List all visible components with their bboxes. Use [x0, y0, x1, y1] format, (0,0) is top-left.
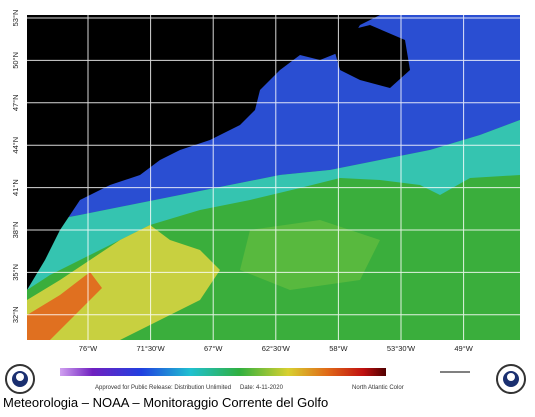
date: Date: 4-11-2020: [240, 385, 284, 391]
map: [27, 15, 520, 340]
lon-label: 76°W: [79, 344, 98, 353]
product: North Atlantic Color: [352, 385, 404, 391]
coordinates: 53°N 50°N 47°N 44°N 41°N 38°N 35°N 32°N 76°W 71°3…: [11, 10, 474, 353]
lon-label: 67°W: [204, 344, 223, 353]
lat-label: 44°N: [11, 137, 20, 154]
island: [200, 92, 245, 112]
caption: Meteorologia – NOAA – Monitoraggio Corre…: [3, 395, 328, 410]
lon-label: 49°W: [454, 344, 473, 353]
release-note: Approved for Public Release: Distributio…: [95, 385, 231, 391]
island: [330, 25, 410, 88]
lat-label: 32°N: [11, 306, 20, 323]
lon-label: 58°W: [329, 344, 348, 353]
lon-label: 71°30'W: [136, 344, 165, 353]
land: [27, 15, 380, 290]
logo-right: [496, 364, 526, 394]
lon-label: 62°30'W: [262, 344, 291, 353]
graticule: [27, 15, 520, 340]
ocean-mid: [27, 120, 520, 290]
color-bar: [60, 368, 386, 376]
lat-label: 41°N: [11, 179, 20, 196]
lat-label: 47°N: [11, 94, 20, 111]
lon-label: 53°30'W: [387, 344, 416, 353]
lat-label: 53°N: [11, 10, 20, 27]
lat-label: 50°N: [11, 52, 20, 69]
lat-label: 38°N: [11, 222, 20, 239]
hot-water: [27, 272, 102, 340]
logo-left: [5, 364, 35, 394]
lat-label: 35°N: [11, 264, 20, 281]
